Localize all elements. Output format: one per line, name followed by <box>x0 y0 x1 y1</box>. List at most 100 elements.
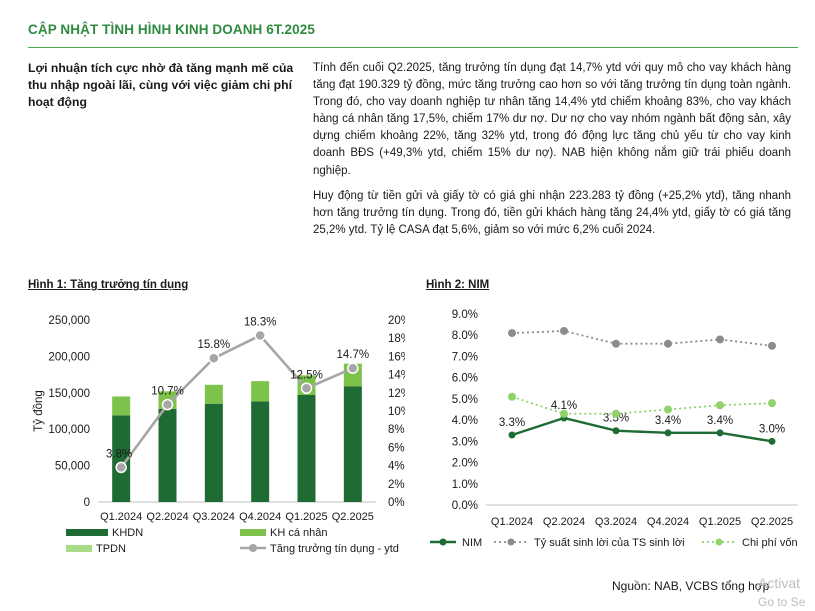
x-tick-label: Q4.2024 <box>239 511 281 523</box>
bar-kh-cá-nhân <box>204 384 223 404</box>
y-tick-label: 6.0% <box>452 373 478 385</box>
x-tick-label: Q2.2025 <box>751 516 793 528</box>
legend-label: Tăng trưởng tín dụng - ytd <box>270 543 399 555</box>
data-label: 18.3% <box>244 316 277 328</box>
series-point-nim <box>768 437 776 445</box>
body-text: Tính đến cuối Q2.2025, tăng trưởng tín d… <box>313 60 791 247</box>
series-point-tỷ-suất-sinh-lời-của-ts-sinh-lời <box>612 339 620 348</box>
series-point-chi-phí-vốn <box>716 401 724 410</box>
legend-marker <box>715 538 723 546</box>
data-label: 10.7% <box>151 386 184 398</box>
series-point-nim <box>508 431 516 439</box>
data-label: 4.1% <box>551 400 577 412</box>
y-tick-label: 1.0% <box>452 479 478 491</box>
credit-growth-point <box>161 398 174 411</box>
x-tick-label: Q4.2024 <box>647 516 689 528</box>
legend-label: Chi phí vốn <box>742 537 798 549</box>
y-axis-label: Tỷ đồng <box>33 390 45 432</box>
data-label: 3.8% <box>106 448 132 460</box>
series-point-chi-phí-vốn <box>560 409 568 418</box>
x-tick-label: Q1.2024 <box>491 516 533 528</box>
source-note: Nguồn: NAB, VCBS tổng hợp <box>612 579 770 593</box>
series-point-chi-phí-vốn <box>768 399 776 408</box>
y-tick-label: 5.0% <box>452 394 478 406</box>
x-tick-label: Q1.2025 <box>285 511 327 523</box>
series-point-chi-phí-vốn <box>508 392 516 401</box>
series-point-nim <box>664 429 672 437</box>
y-tick-label: 200,000 <box>48 351 90 363</box>
y-tick-label: 0.0% <box>452 500 478 512</box>
bar-khdn <box>343 386 362 502</box>
series-line-chi-phí-vốn <box>511 395 773 415</box>
data-label: 12.5% <box>290 369 323 381</box>
y2-tick-label: 6% <box>388 442 405 454</box>
data-label: 3.4% <box>655 415 681 427</box>
bar-kh-cá-nhân <box>112 396 131 416</box>
series-line-tỷ-suất-sinh-lời-của-ts-sinh-lời <box>511 330 773 347</box>
bar-khdn <box>204 403 223 502</box>
figure-2-title: Hình 2: NIM <box>426 279 490 291</box>
x-tick-label: Q2.2025 <box>332 511 374 523</box>
x-tick-label: Q3.2024 <box>595 516 637 528</box>
y-tick-label: 50,000 <box>55 461 90 473</box>
x-tick-label: Q1.2025 <box>699 516 741 528</box>
data-label: 3.3% <box>499 417 525 429</box>
y-tick-label: 250,000 <box>48 315 90 327</box>
y-tick-label: 9.0% <box>452 309 478 321</box>
series-point-tỷ-suất-sinh-lời-của-ts-sinh-lời <box>508 329 516 338</box>
credit-growth-point <box>208 352 220 364</box>
figure-1-title: Hình 1: Tăng trưởng tín dụng <box>28 279 189 291</box>
series-point-tỷ-suất-sinh-lời-của-ts-sinh-lời <box>664 339 672 348</box>
data-label: 14.7% <box>337 349 370 361</box>
x-tick-label: Q1.2024 <box>100 511 142 523</box>
x-tick-label: Q3.2024 <box>193 511 235 523</box>
y2-tick-label: 8% <box>388 424 405 436</box>
series-point-nim <box>716 429 724 437</box>
bar-khdn <box>297 394 316 502</box>
data-label: 3.4% <box>707 415 733 427</box>
legend-label: TPDN <box>96 543 126 555</box>
credit-growth-point <box>115 461 127 474</box>
bar-khdn <box>158 408 177 502</box>
series-point-chi-phí-vốn <box>612 409 620 418</box>
legend-label: KH cá nhân <box>270 527 327 539</box>
paragraph-credit: Tính đến cuối Q2.2025, tăng trưởng tín d… <box>313 62 791 177</box>
y2-tick-label: 14% <box>388 370 405 382</box>
y2-tick-label: 16% <box>388 351 405 363</box>
data-label: 3.0% <box>759 423 785 435</box>
legend-marker <box>439 538 447 546</box>
legend-label: KHDN <box>112 527 143 539</box>
series-line-nim <box>511 416 773 443</box>
credit-growth-point <box>300 382 313 394</box>
bar-khdn <box>112 415 131 502</box>
series-point-tỷ-suất-sinh-lời-của-ts-sinh-lời <box>560 326 568 335</box>
y-tick-label: 0 <box>84 497 90 509</box>
y2-tick-label: 20% <box>388 315 405 327</box>
bar-kh-cá-nhân <box>251 381 270 402</box>
y-tick-label: 8.0% <box>452 330 478 342</box>
y2-tick-label: 4% <box>388 461 405 473</box>
data-label: 3.5% <box>603 413 629 425</box>
series-point-tỷ-suất-sinh-lời-của-ts-sinh-lời <box>716 335 724 344</box>
credit-growth-chart: 0 50,000 100,000 150,000 200,000 250,000 0% 2% 4… <box>33 315 405 555</box>
y-tick-label: 3.0% <box>452 436 478 448</box>
series-point-chi-phí-vốn <box>664 405 672 414</box>
legend-marker <box>507 538 515 546</box>
legend-label: NIM <box>462 537 482 549</box>
series-point-nim <box>612 427 620 435</box>
y2-tick-label: 2% <box>388 479 405 491</box>
data-label: 15.8% <box>198 339 231 351</box>
activation-watermark-sub: Go to Se <box>758 595 806 609</box>
y-tick-label: 100,000 <box>48 424 90 436</box>
legend-swatch-khdn <box>66 529 108 536</box>
legend-swatch-tpdn <box>66 545 92 552</box>
y2-tick-label: 0% <box>388 497 405 509</box>
y-tick-label: 2.0% <box>452 458 478 470</box>
y-tick-label: 150,000 <box>48 388 90 400</box>
series-point-tỷ-suất-sinh-lời-của-ts-sinh-lời <box>768 341 776 350</box>
y2-tick-label: 12% <box>388 388 405 400</box>
bar-khdn <box>251 401 270 502</box>
section-title: CẬP NHẬT TÌNH HÌNH KINH DOANH 6T.2025 <box>28 22 315 37</box>
nim-chart: 0.0% 1.0% 2.0% 3.0% 4.0% 5.0% 6.0% 7.0% 8.0% 9.0%… <box>430 309 798 549</box>
y2-tick-label: 10% <box>388 406 405 418</box>
